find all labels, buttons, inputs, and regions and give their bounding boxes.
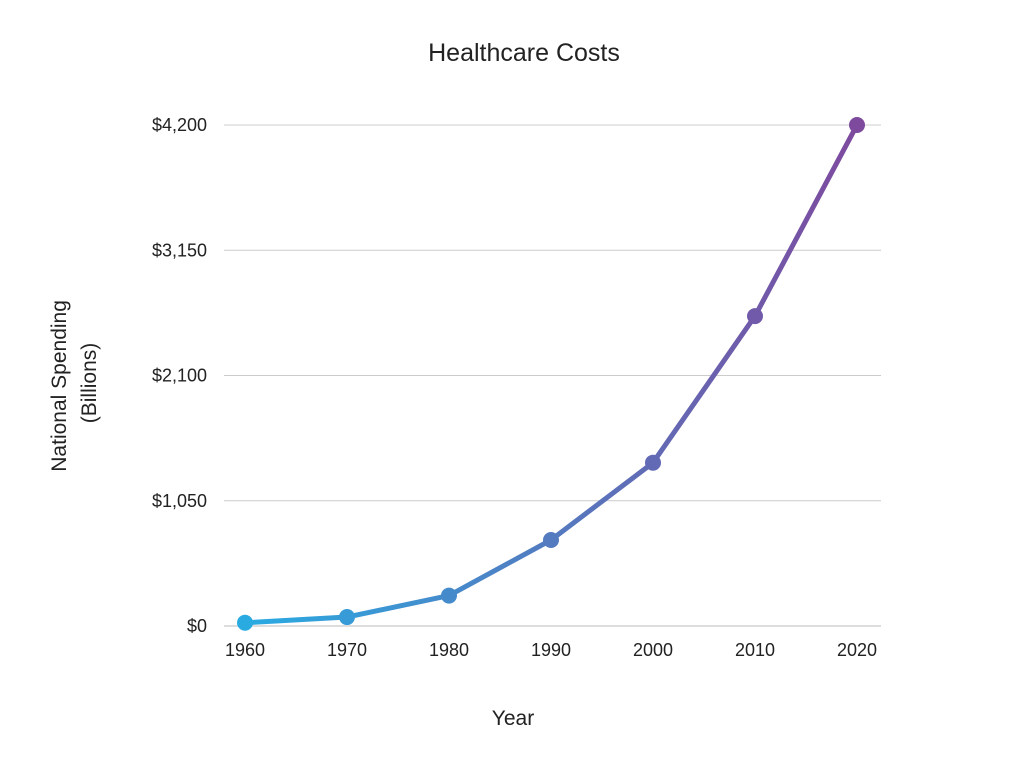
data-point-2020 — [849, 117, 865, 133]
x-tick-label-4: 2000 — [633, 640, 673, 660]
y-axis-ticks: $0 $1,050 $2,100 $3,150 $4,200 — [152, 115, 207, 636]
y-tick-label-3: $3,150 — [152, 240, 207, 260]
y-axis-title-line-1: National Spending — [48, 300, 71, 472]
series-line-path — [242, 122, 860, 626]
data-point-2000 — [645, 454, 661, 471]
x-tick-label-0: 1960 — [225, 640, 265, 660]
y-axis-title-line-2: (Billions) — [78, 343, 101, 424]
y-axis-title: National Spending (Billions) — [48, 294, 101, 471]
y-tick-label-0: $0 — [187, 616, 207, 636]
x-tick-label-1: 1970 — [327, 640, 367, 660]
data-point-1990 — [543, 531, 559, 548]
y-tick-label-4: $4,200 — [152, 115, 207, 135]
series-points — [237, 117, 865, 631]
data-point-1980 — [441, 587, 457, 604]
x-axis-title: Year — [492, 707, 534, 730]
x-tick-label-6: 2020 — [837, 640, 877, 660]
x-tick-label-5: 2010 — [735, 640, 775, 660]
series-line — [242, 122, 860, 626]
y-tick-label-1: $1,050 — [152, 491, 207, 511]
y-tick-label-2: $2,100 — [152, 366, 207, 386]
gridlines — [224, 124, 881, 627]
x-tick-label-3: 1990 — [531, 640, 571, 660]
data-point-1970 — [339, 609, 355, 626]
data-point-2010 — [747, 308, 763, 325]
data-point-1960 — [237, 614, 253, 631]
chart-title: Healthcare Costs — [428, 39, 620, 67]
x-tick-label-2: 1980 — [429, 640, 469, 660]
x-axis-ticks: 1960 1970 1980 1990 2000 2010 2020 — [225, 640, 877, 660]
